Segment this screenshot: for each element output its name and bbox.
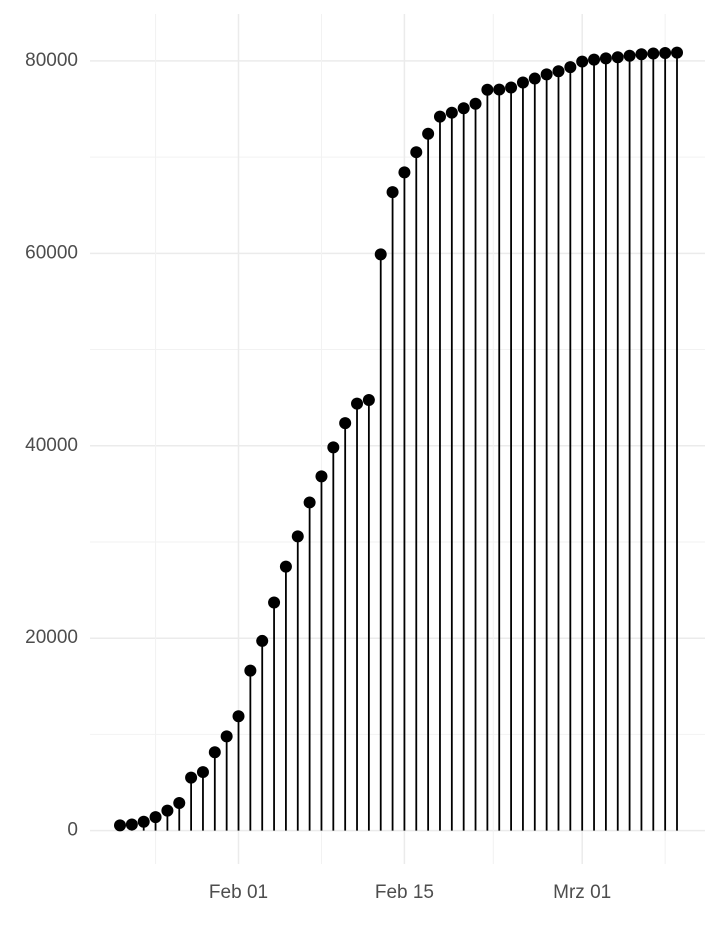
point: [481, 83, 494, 96]
y-tick-label: 0: [67, 820, 78, 841]
point: [173, 796, 186, 809]
x-tick-label: Feb 15: [375, 882, 434, 903]
point: [232, 710, 245, 723]
point: [647, 47, 660, 60]
point: [611, 51, 624, 64]
point: [208, 746, 221, 759]
point: [445, 106, 458, 119]
point: [410, 146, 423, 159]
y-tick-label: 40000: [25, 435, 78, 456]
point: [256, 634, 269, 647]
y-tick-label: 20000: [25, 627, 78, 648]
point: [564, 61, 577, 74]
point: [635, 48, 648, 61]
point: [339, 417, 352, 430]
point: [137, 815, 150, 828]
point: [362, 393, 375, 406]
point: [659, 46, 672, 59]
point: [244, 664, 257, 677]
point: [505, 81, 518, 94]
point: [588, 53, 601, 66]
y-tick-label: 60000: [25, 242, 78, 263]
point: [516, 76, 529, 89]
point: [457, 102, 470, 115]
point: [196, 766, 209, 779]
point: [291, 530, 304, 543]
point: [528, 72, 541, 85]
point: [268, 596, 281, 609]
point: [161, 804, 174, 817]
x-tick-label: Mrz 01: [553, 882, 611, 903]
point: [374, 248, 387, 261]
point: [351, 397, 364, 410]
point: [433, 110, 446, 123]
point: [315, 470, 328, 483]
point: [303, 496, 316, 509]
point: [599, 52, 612, 65]
point: [623, 49, 636, 62]
point: [671, 46, 683, 59]
point: [114, 819, 126, 832]
point: [422, 127, 435, 140]
point: [386, 186, 399, 199]
y-tick-label: 80000: [25, 50, 78, 71]
point: [540, 68, 553, 81]
point: [493, 83, 506, 96]
point: [398, 166, 411, 179]
point: [149, 811, 162, 824]
point: [576, 55, 589, 68]
point: [125, 818, 138, 831]
point: [552, 65, 565, 78]
x-tick-label: Feb 01: [209, 882, 268, 903]
point: [327, 441, 340, 454]
point: [279, 560, 292, 573]
point: [220, 730, 233, 743]
point: [185, 771, 198, 784]
point: [469, 97, 482, 110]
